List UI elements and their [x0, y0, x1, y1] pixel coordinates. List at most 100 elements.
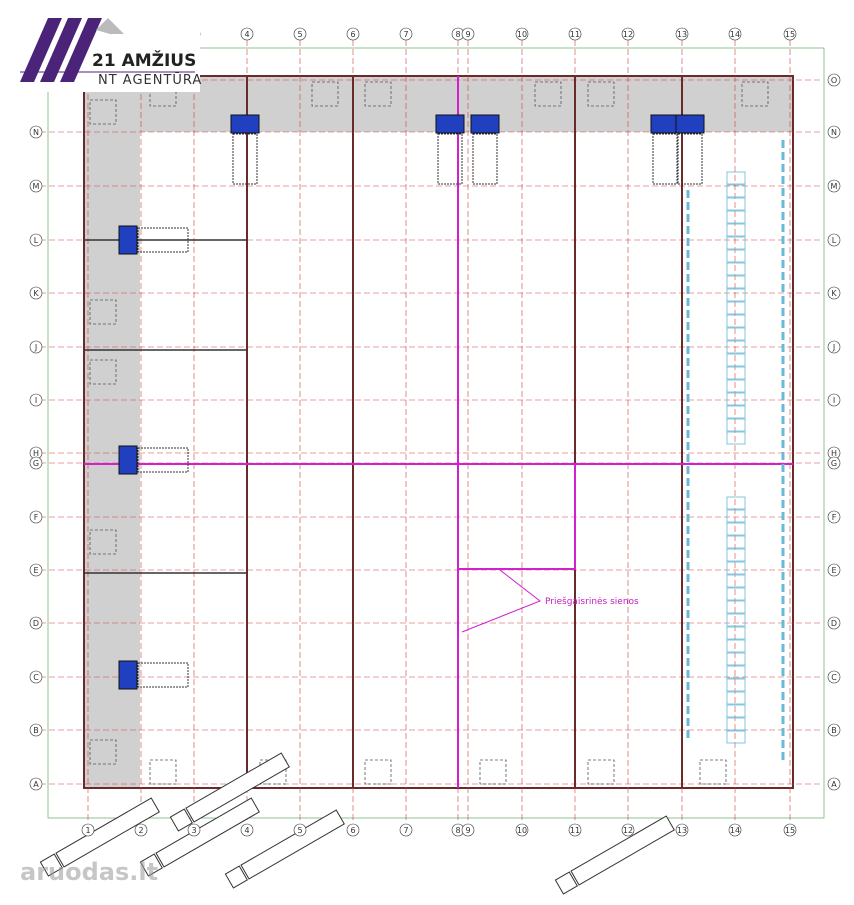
grid-label: N [33, 128, 39, 137]
grid-bubble [187, 823, 201, 837]
door-marker [89, 529, 117, 555]
logo-stripe [40, 18, 82, 82]
rack [726, 652, 746, 666]
dock-leveler [230, 114, 260, 134]
grid-bubble [399, 27, 413, 41]
watermark: aruodas.lt [20, 858, 158, 886]
dock-ramp [437, 133, 463, 185]
door-marker [699, 759, 727, 785]
grid-bubble [29, 456, 43, 470]
grid-bubble [346, 823, 360, 837]
grid-bubble [240, 27, 254, 41]
door-marker [741, 81, 769, 107]
logo-subtitle: NT AGENTŪRA [98, 73, 202, 88]
rack [726, 574, 746, 588]
grid-label: C [831, 673, 837, 682]
grid-label: 10 [517, 30, 527, 39]
door-marker [364, 759, 392, 785]
rack [726, 275, 746, 289]
truck [39, 797, 160, 877]
truck-trailer [240, 809, 345, 880]
grid-label: I [35, 396, 37, 405]
truck-trailer [570, 815, 675, 886]
door-marker [534, 81, 562, 107]
truck-cab [169, 808, 193, 832]
grid-label: I [833, 396, 835, 405]
grid-bubble [515, 27, 529, 41]
door-marker [479, 759, 507, 785]
grid-label: 15 [785, 826, 795, 835]
annotation: Priešgaisrinės sienos [545, 596, 639, 607]
rack [726, 509, 746, 523]
plan-drawing: 1122334455667788991010111112121313141415… [29, 27, 841, 895]
grid-label: 4 [244, 826, 249, 835]
grid-label: A [831, 780, 837, 789]
grid-label: 11 [570, 30, 580, 39]
grid-label: 13 [677, 826, 687, 835]
dock-ramp [652, 133, 678, 185]
grid-label: M [33, 182, 40, 191]
grid-label: E [831, 566, 836, 575]
grid-label: 1 [85, 826, 90, 835]
grid-label: K [831, 289, 837, 298]
grid-bubble [621, 823, 635, 837]
rack [726, 236, 746, 250]
grid-bubble [29, 393, 43, 407]
grid-label: 11 [570, 826, 580, 835]
grid-bubble [515, 823, 529, 837]
grid-label: O [831, 76, 837, 85]
rack [726, 210, 746, 224]
rack [726, 353, 746, 367]
grid-bubble [827, 777, 841, 791]
grid-label: N [831, 128, 837, 137]
grid-label: 5 [297, 826, 302, 835]
dock-ramp [137, 227, 189, 253]
rack [726, 314, 746, 328]
door-marker [89, 739, 117, 765]
grid-bubble [783, 823, 797, 837]
rack [726, 392, 746, 406]
grid-label: 12 [623, 30, 633, 39]
truck [139, 797, 260, 877]
grid-bubble [346, 27, 360, 41]
rack [726, 379, 746, 393]
rack [726, 639, 746, 653]
rack [726, 288, 746, 302]
grid-bubble [728, 823, 742, 837]
rack [726, 262, 746, 276]
rack [726, 548, 746, 562]
dock-leveler [118, 660, 138, 690]
grid-label: G [33, 459, 39, 468]
rack [726, 366, 746, 380]
dock-ramp [472, 133, 498, 185]
rack [726, 678, 746, 692]
grid-bubble [827, 179, 841, 193]
rack [726, 717, 746, 731]
door-marker [311, 81, 339, 107]
grid-bubble [29, 286, 43, 300]
rack [726, 665, 746, 679]
grid-label: F [832, 513, 837, 522]
logo-roof [96, 18, 124, 34]
rack [726, 197, 746, 211]
truck [169, 752, 290, 832]
grid-bubble [827, 393, 841, 407]
dock-leveler [675, 114, 705, 134]
rack [726, 600, 746, 614]
grid-label: 2 [138, 826, 143, 835]
door-marker [587, 759, 615, 785]
logo: 21 AMŽIUS NT AGENTŪRA [0, 0, 202, 92]
grid-label: 14 [730, 826, 740, 835]
rack [726, 431, 746, 445]
grid-label: D [831, 619, 837, 628]
grid-bubble [827, 670, 841, 684]
grid-label: H [831, 449, 837, 458]
truck-trailer [155, 797, 260, 868]
rack [726, 587, 746, 601]
door-marker [364, 81, 392, 107]
grid-bubble [293, 27, 307, 41]
grid-label: 10 [517, 826, 527, 835]
rack [726, 223, 746, 237]
